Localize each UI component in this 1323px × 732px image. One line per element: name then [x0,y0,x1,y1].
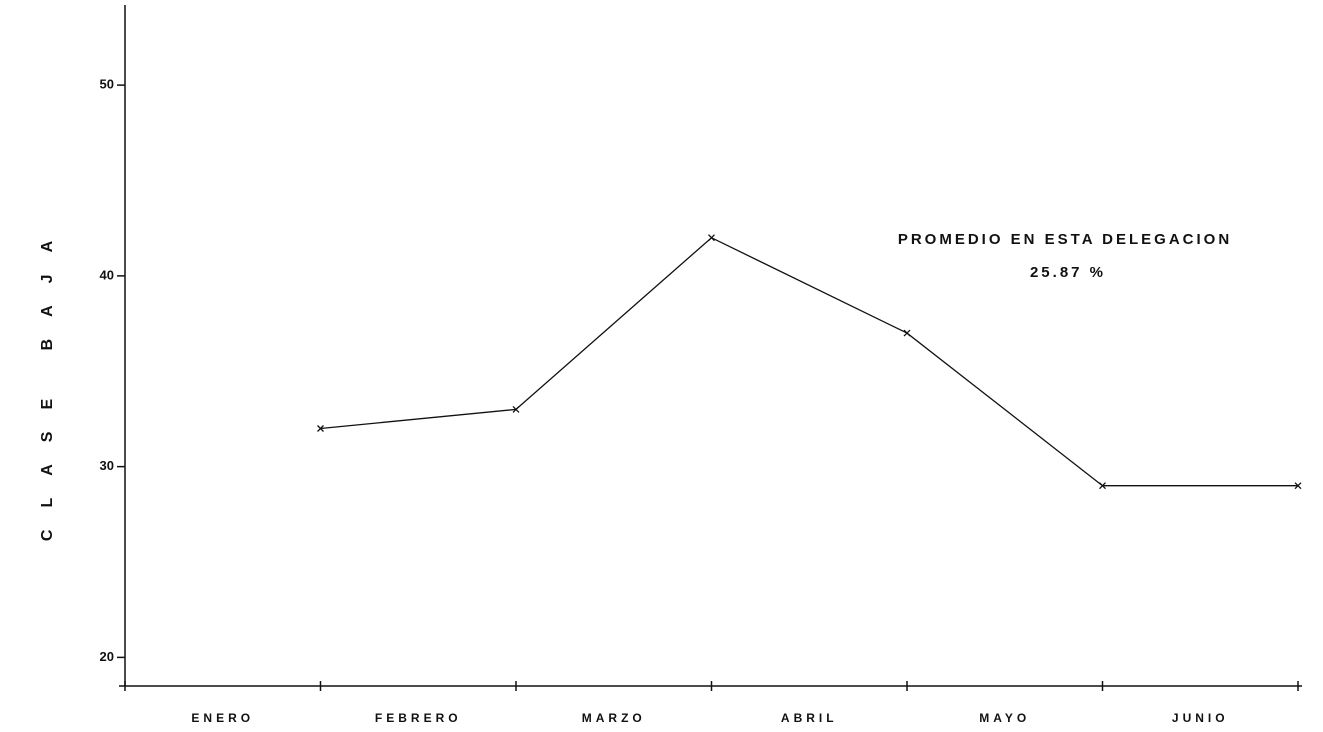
x-tick-label: MARZO [582,711,646,725]
annotation: PROMEDIO EN ESTA DELEGACION [898,231,1232,248]
y-tick-label: 50 [100,77,114,92]
point-marker [1099,482,1106,490]
line [320,236,1298,487]
point-marker [708,234,715,242]
y-tick-label: 40 [100,267,114,282]
point-marker [1294,482,1302,490]
y-tick-label: 20 [100,649,114,664]
y-tick-label: 30 [100,458,114,473]
point-marker [903,329,911,337]
point-marker [512,405,520,413]
x-tick-label: FEBRERO [375,711,462,725]
x-tick-label: ENERO [191,711,254,725]
x-tick-label: JUNIO [1172,711,1229,725]
annotation: 25.87 % [1030,264,1106,281]
x-tick-label: MAYO [979,711,1030,725]
y-axis-label: CLASE BAJA [39,219,56,541]
x-tick-label: ABRIL [781,711,838,725]
point-marker [317,425,324,432]
